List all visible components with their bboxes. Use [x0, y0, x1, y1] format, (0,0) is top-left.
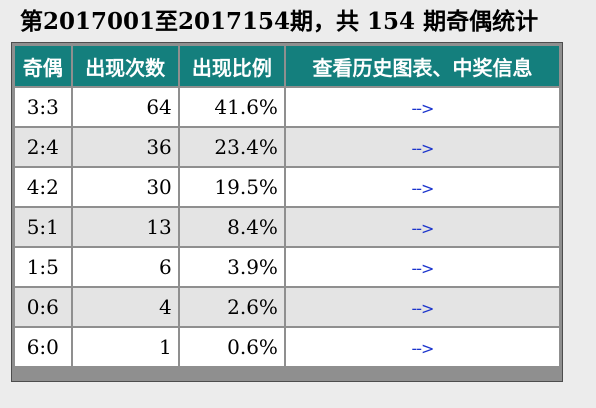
count-cell: 6 [72, 248, 178, 286]
table-row: 4:2 30 19.5% --> [15, 168, 559, 206]
arrow-right-icon[interactable]: --> [411, 299, 434, 318]
odd-even-stats-table: 奇偶 出现次数 出现比例 查看历史图表、中奖信息 3:3 64 41.6% --… [13, 44, 561, 368]
arrow-right-icon[interactable]: --> [411, 339, 434, 358]
percent-cell: 41.6% [179, 88, 284, 126]
arrow-right-icon[interactable]: --> [411, 139, 434, 158]
history-link-cell: --> [285, 168, 559, 206]
arrow-right-icon[interactable]: --> [411, 219, 434, 238]
percent-cell: 0.6% [179, 328, 284, 366]
percent-cell: 19.5% [179, 168, 284, 206]
arrow-right-icon[interactable]: --> [411, 99, 434, 118]
count-cell: 1 [72, 328, 178, 366]
table-row: 3:3 64 41.6% --> [15, 88, 559, 126]
table-header-row: 奇偶 出现次数 出现比例 查看历史图表、中奖信息 [15, 46, 559, 86]
table-row: 6:0 1 0.6% --> [15, 328, 559, 366]
column-header-count: 出现次数 [72, 46, 178, 86]
column-header-history-link: 查看历史图表、中奖信息 [285, 46, 559, 86]
history-link-cell: --> [285, 128, 559, 166]
count-cell: 4 [72, 288, 178, 326]
column-header-percent: 出现比例 [179, 46, 284, 86]
table-row: 0:6 4 2.6% --> [15, 288, 559, 326]
count-cell: 30 [72, 168, 178, 206]
table-row: 2:4 36 23.4% --> [15, 128, 559, 166]
arrow-right-icon[interactable]: --> [411, 179, 434, 198]
history-link-cell: --> [285, 248, 559, 286]
column-header-odd-even: 奇偶 [15, 46, 71, 86]
count-cell: 64 [72, 88, 178, 126]
history-link-cell: --> [285, 328, 559, 366]
arrow-right-icon[interactable]: --> [411, 259, 434, 278]
history-link-cell: --> [285, 208, 559, 246]
count-cell: 13 [72, 208, 178, 246]
percent-cell: 2.6% [179, 288, 284, 326]
percent-cell: 3.9% [179, 248, 284, 286]
table-row: 1:5 6 3.9% --> [15, 248, 559, 286]
ratio-cell: 3:3 [15, 88, 71, 126]
ratio-cell: 6:0 [15, 328, 71, 366]
ratio-cell: 0:6 [15, 288, 71, 326]
ratio-cell: 5:1 [15, 208, 71, 246]
ratio-cell: 4:2 [15, 168, 71, 206]
ratio-cell: 1:5 [15, 248, 71, 286]
percent-cell: 8.4% [179, 208, 284, 246]
count-cell: 36 [72, 128, 178, 166]
table-row: 5:1 13 8.4% --> [15, 208, 559, 246]
stats-table-frame: 奇偶 出现次数 出现比例 查看历史图表、中奖信息 3:3 64 41.6% --… [11, 42, 563, 382]
ratio-cell: 2:4 [15, 128, 71, 166]
percent-cell: 23.4% [179, 128, 284, 166]
page-title: 第2017001至2017154期，共 154 期奇偶统计 [20, 8, 539, 35]
history-link-cell: --> [285, 88, 559, 126]
history-link-cell: --> [285, 288, 559, 326]
